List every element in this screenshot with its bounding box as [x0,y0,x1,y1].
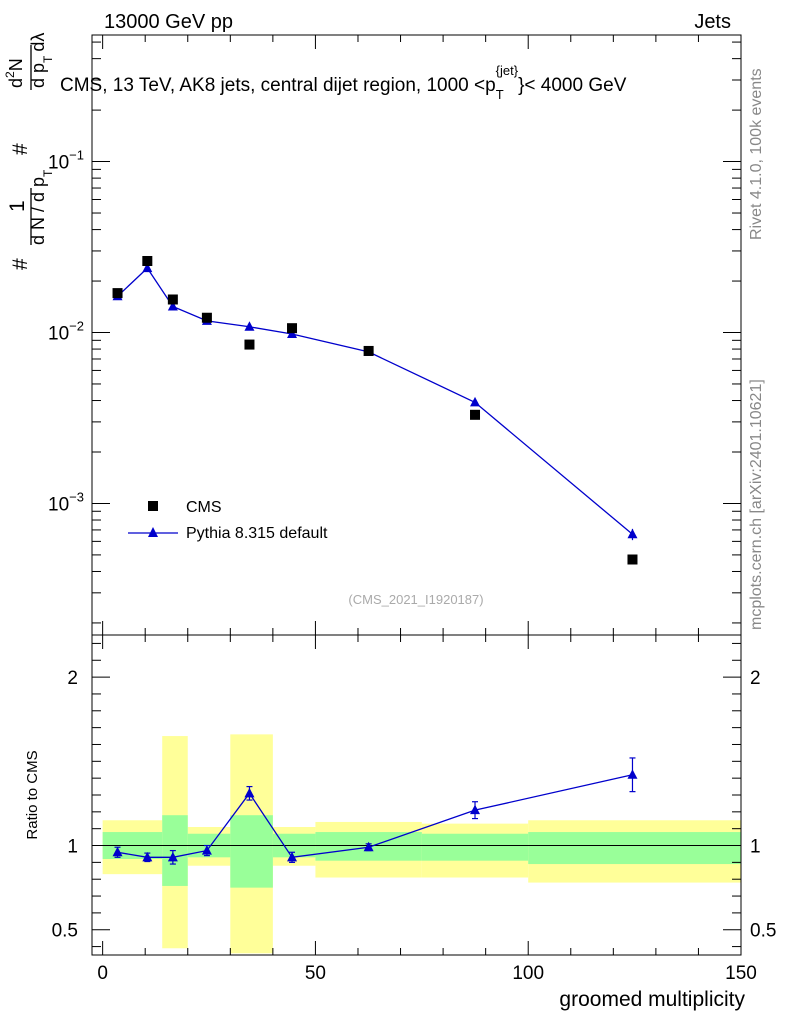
cms-point [627,554,638,565]
ratio-point [201,845,212,855]
mc-point [470,396,481,407]
cms-point [470,409,481,420]
x-axis-label: groomed multiplicity [559,988,745,1011]
mc-point [142,262,153,273]
ylabel-hash1: # [9,258,32,270]
ratio-point [112,846,123,857]
ylabel-dpt: d pTdλ [28,33,55,88]
y-axis-label: # 1 d N / d pT # d2N d pTdλ [3,33,55,270]
cms-point [244,339,255,350]
legend-data-label: CMS [186,499,222,516]
cms-point [201,312,212,323]
ratio-point [287,851,298,862]
main-y-tick-label: 10−2 [48,319,84,345]
cms-point [167,294,178,305]
rivet-label: Rivet 4.1.0, 100k events [748,68,765,240]
mc-point [244,321,255,331]
cms-point [142,255,153,266]
main-axes: 10−3 10−2 10−1 [48,35,742,635]
cms-point [363,345,374,356]
legend-data-marker [148,501,158,511]
cms-point [112,288,123,299]
main-frame [91,34,742,636]
ratio-band-inner [528,832,741,865]
plot-title: CMS, 13 TeV, AK8 jets, central dijet reg… [60,63,627,102]
plot-title-tail: }< 4000 GeV [518,75,627,96]
ratio-y-tick-label-right: 2 [750,668,761,689]
ratio-panel: 0.5 0.5 1 1 2 2 0 50 100 150 Ratio to CMS groomed… [24,634,776,1011]
mc-point [627,528,638,539]
plot-title-sup: {jet} [496,63,519,78]
mc-point [167,300,178,311]
ratio-point [244,787,255,798]
ratio-point [470,804,481,815]
ratio-y-tick-label-right: 0.5 [750,921,776,942]
ratio-frame [91,634,742,956]
x-tick-label: 50 [305,963,326,984]
svg-text:CMS, 13 TeV, AK8 jets, central: CMS, 13 TeV, AK8 jets, central dijet reg… [60,63,627,102]
ratio-point [142,851,153,862]
mc-point [287,328,298,339]
legend-mc-label: Pythia 8.315 default [186,525,328,542]
ylabel-hash2: # [9,143,32,155]
x-tick-label: 0 [97,963,108,984]
ratio-point [627,769,638,779]
mcplots-label: mcplots.cern.ch [arXiv:2401.10621] [748,379,765,630]
ylabel-one: 1 [6,200,29,212]
ratio-band-inner [421,833,529,861]
ratio-y-tick-label: 1 [67,837,78,858]
ratio-y-tick-label: 2 [67,668,78,689]
x-tick-label: 150 [725,963,757,984]
ratio-y-tick-label-right: 1 [750,837,761,858]
main-y-tick-label: 10−1 [48,148,84,174]
ratio-point [363,841,374,852]
ratio-point [167,851,178,862]
ratio-axes: 0.5 0.5 1 1 2 2 0 50 100 150 [52,635,776,984]
ratio-plot-content [92,734,741,954]
ratio-y-tick-label: 0.5 [52,921,78,942]
mc-line [117,267,633,535]
watermark: (CMS_2021_I1920187) [348,592,483,607]
legend-mc-marker [148,527,158,537]
ylabel-dN: d N / d pT [28,169,55,245]
main-panel: 10−3 10−2 10−1 (CMS_2021_I1920187) [48,34,742,636]
header-right: Jets [694,11,731,33]
main-y-tick-label: 10−3 [48,489,84,515]
ratio-ylabel: Ratio to CMS [24,750,41,839]
ratio-band-inner [230,815,273,888]
ylabel-d2N: d2N [3,58,26,88]
main-plot-content [112,255,638,565]
plot-title-sub: T [496,87,504,102]
header-left: 13000 GeV pp [104,11,233,33]
x-tick-label: 100 [512,963,544,984]
cms-point [287,323,298,334]
legend: CMS Pythia 8.315 default [128,499,328,542]
plot-title-main: CMS, 13 TeV, AK8 jets, central dijet reg… [60,75,496,96]
